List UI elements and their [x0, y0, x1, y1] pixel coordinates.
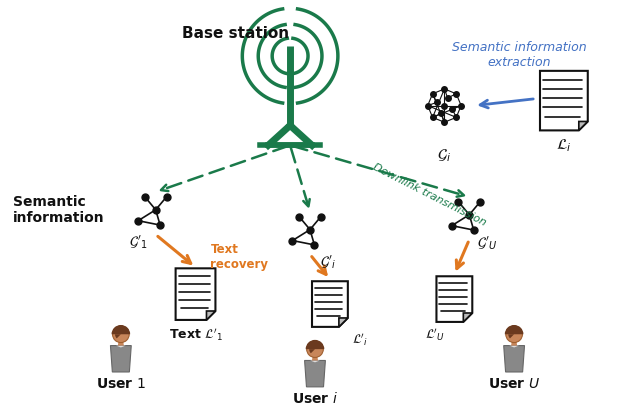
Text: $\mathcal{L}'_i$: $\mathcal{L}'_i$: [352, 332, 368, 349]
Polygon shape: [310, 360, 320, 362]
Text: $\mathcal{L}_i$: $\mathcal{L}_i$: [556, 137, 572, 154]
Polygon shape: [312, 281, 348, 327]
Text: Text
recovery: Text recovery: [210, 243, 269, 271]
Polygon shape: [504, 346, 525, 372]
Polygon shape: [110, 346, 131, 372]
Wedge shape: [115, 334, 121, 338]
Polygon shape: [207, 311, 215, 320]
Polygon shape: [463, 313, 472, 322]
Text: $\mathcal{G}'_1$: $\mathcal{G}'_1$: [129, 234, 148, 251]
Wedge shape: [111, 325, 130, 334]
Circle shape: [113, 326, 129, 342]
Circle shape: [307, 341, 323, 358]
Circle shape: [506, 326, 523, 342]
Polygon shape: [118, 341, 124, 346]
Text: $\mathcal{G}_i$: $\mathcal{G}_i$: [438, 147, 451, 164]
Text: User $U$: User $U$: [488, 377, 540, 391]
Polygon shape: [579, 122, 588, 130]
Polygon shape: [436, 276, 472, 322]
Text: Text $\mathcal{L}'_1$: Text $\mathcal{L}'_1$: [168, 327, 222, 344]
Text: Semantic
information: Semantic information: [13, 195, 105, 225]
Polygon shape: [540, 71, 588, 130]
Polygon shape: [305, 360, 326, 387]
Text: User $i$: User $i$: [292, 391, 338, 406]
Text: Base station: Base station: [182, 26, 289, 41]
Wedge shape: [505, 325, 523, 334]
Text: User $1$: User $1$: [96, 377, 146, 391]
Polygon shape: [339, 318, 348, 327]
Wedge shape: [309, 349, 315, 353]
Text: $\mathcal{G}'_i$: $\mathcal{G}'_i$: [320, 253, 336, 271]
Text: $\mathcal{L}'_U$: $\mathcal{L}'_U$: [424, 327, 444, 344]
Polygon shape: [511, 341, 517, 346]
Text: Downlink transmission: Downlink transmission: [371, 162, 488, 228]
Text: Semantic information
extraction: Semantic information extraction: [452, 41, 587, 69]
Wedge shape: [508, 334, 514, 338]
Polygon shape: [116, 346, 126, 347]
Polygon shape: [509, 346, 519, 347]
Text: $\mathcal{G}'_U$: $\mathcal{G}'_U$: [477, 234, 498, 252]
Wedge shape: [305, 340, 324, 349]
Polygon shape: [176, 268, 215, 320]
Polygon shape: [312, 356, 318, 360]
